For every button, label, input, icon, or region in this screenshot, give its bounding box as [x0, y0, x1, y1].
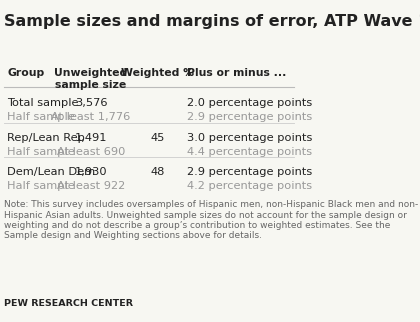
Text: At least 690: At least 690 — [57, 147, 125, 157]
Text: At least 1,776: At least 1,776 — [51, 112, 131, 122]
Text: 1,930: 1,930 — [75, 167, 108, 177]
Text: Rep/Lean Rep: Rep/Lean Rep — [7, 133, 85, 143]
Text: Plus or minus ...: Plus or minus ... — [186, 69, 286, 79]
Text: At least 922: At least 922 — [57, 181, 125, 191]
Text: Group: Group — [7, 69, 45, 79]
Text: Note: This survey includes oversamples of Hispanic men, non-Hispanic Black men a: Note: This survey includes oversamples o… — [4, 200, 418, 241]
Text: Total sample: Total sample — [7, 98, 79, 108]
Text: Half sample: Half sample — [7, 181, 75, 191]
Text: 4.4 percentage points: 4.4 percentage points — [186, 147, 312, 157]
Text: Dem/Lean Dem: Dem/Lean Dem — [7, 167, 95, 177]
Text: Half sample: Half sample — [7, 112, 75, 122]
Text: 2.0 percentage points: 2.0 percentage points — [186, 98, 312, 108]
Text: Weighted %: Weighted % — [121, 69, 194, 79]
Text: 1,491: 1,491 — [75, 133, 108, 143]
Text: Unweighted
sample size: Unweighted sample size — [55, 69, 128, 90]
Text: 2.9 percentage points: 2.9 percentage points — [186, 112, 312, 122]
Text: 3,576: 3,576 — [75, 98, 108, 108]
Text: 4.2 percentage points: 4.2 percentage points — [186, 181, 312, 191]
Text: Half sample: Half sample — [7, 147, 75, 157]
Text: PEW RESEARCH CENTER: PEW RESEARCH CENTER — [4, 299, 133, 308]
Text: 3.0 percentage points: 3.0 percentage points — [186, 133, 312, 143]
Text: 48: 48 — [150, 167, 165, 177]
Text: Sample sizes and margins of error, ATP Wave 124: Sample sizes and margins of error, ATP W… — [4, 14, 420, 29]
Text: 2.9 percentage points: 2.9 percentage points — [186, 167, 312, 177]
Text: 45: 45 — [150, 133, 165, 143]
